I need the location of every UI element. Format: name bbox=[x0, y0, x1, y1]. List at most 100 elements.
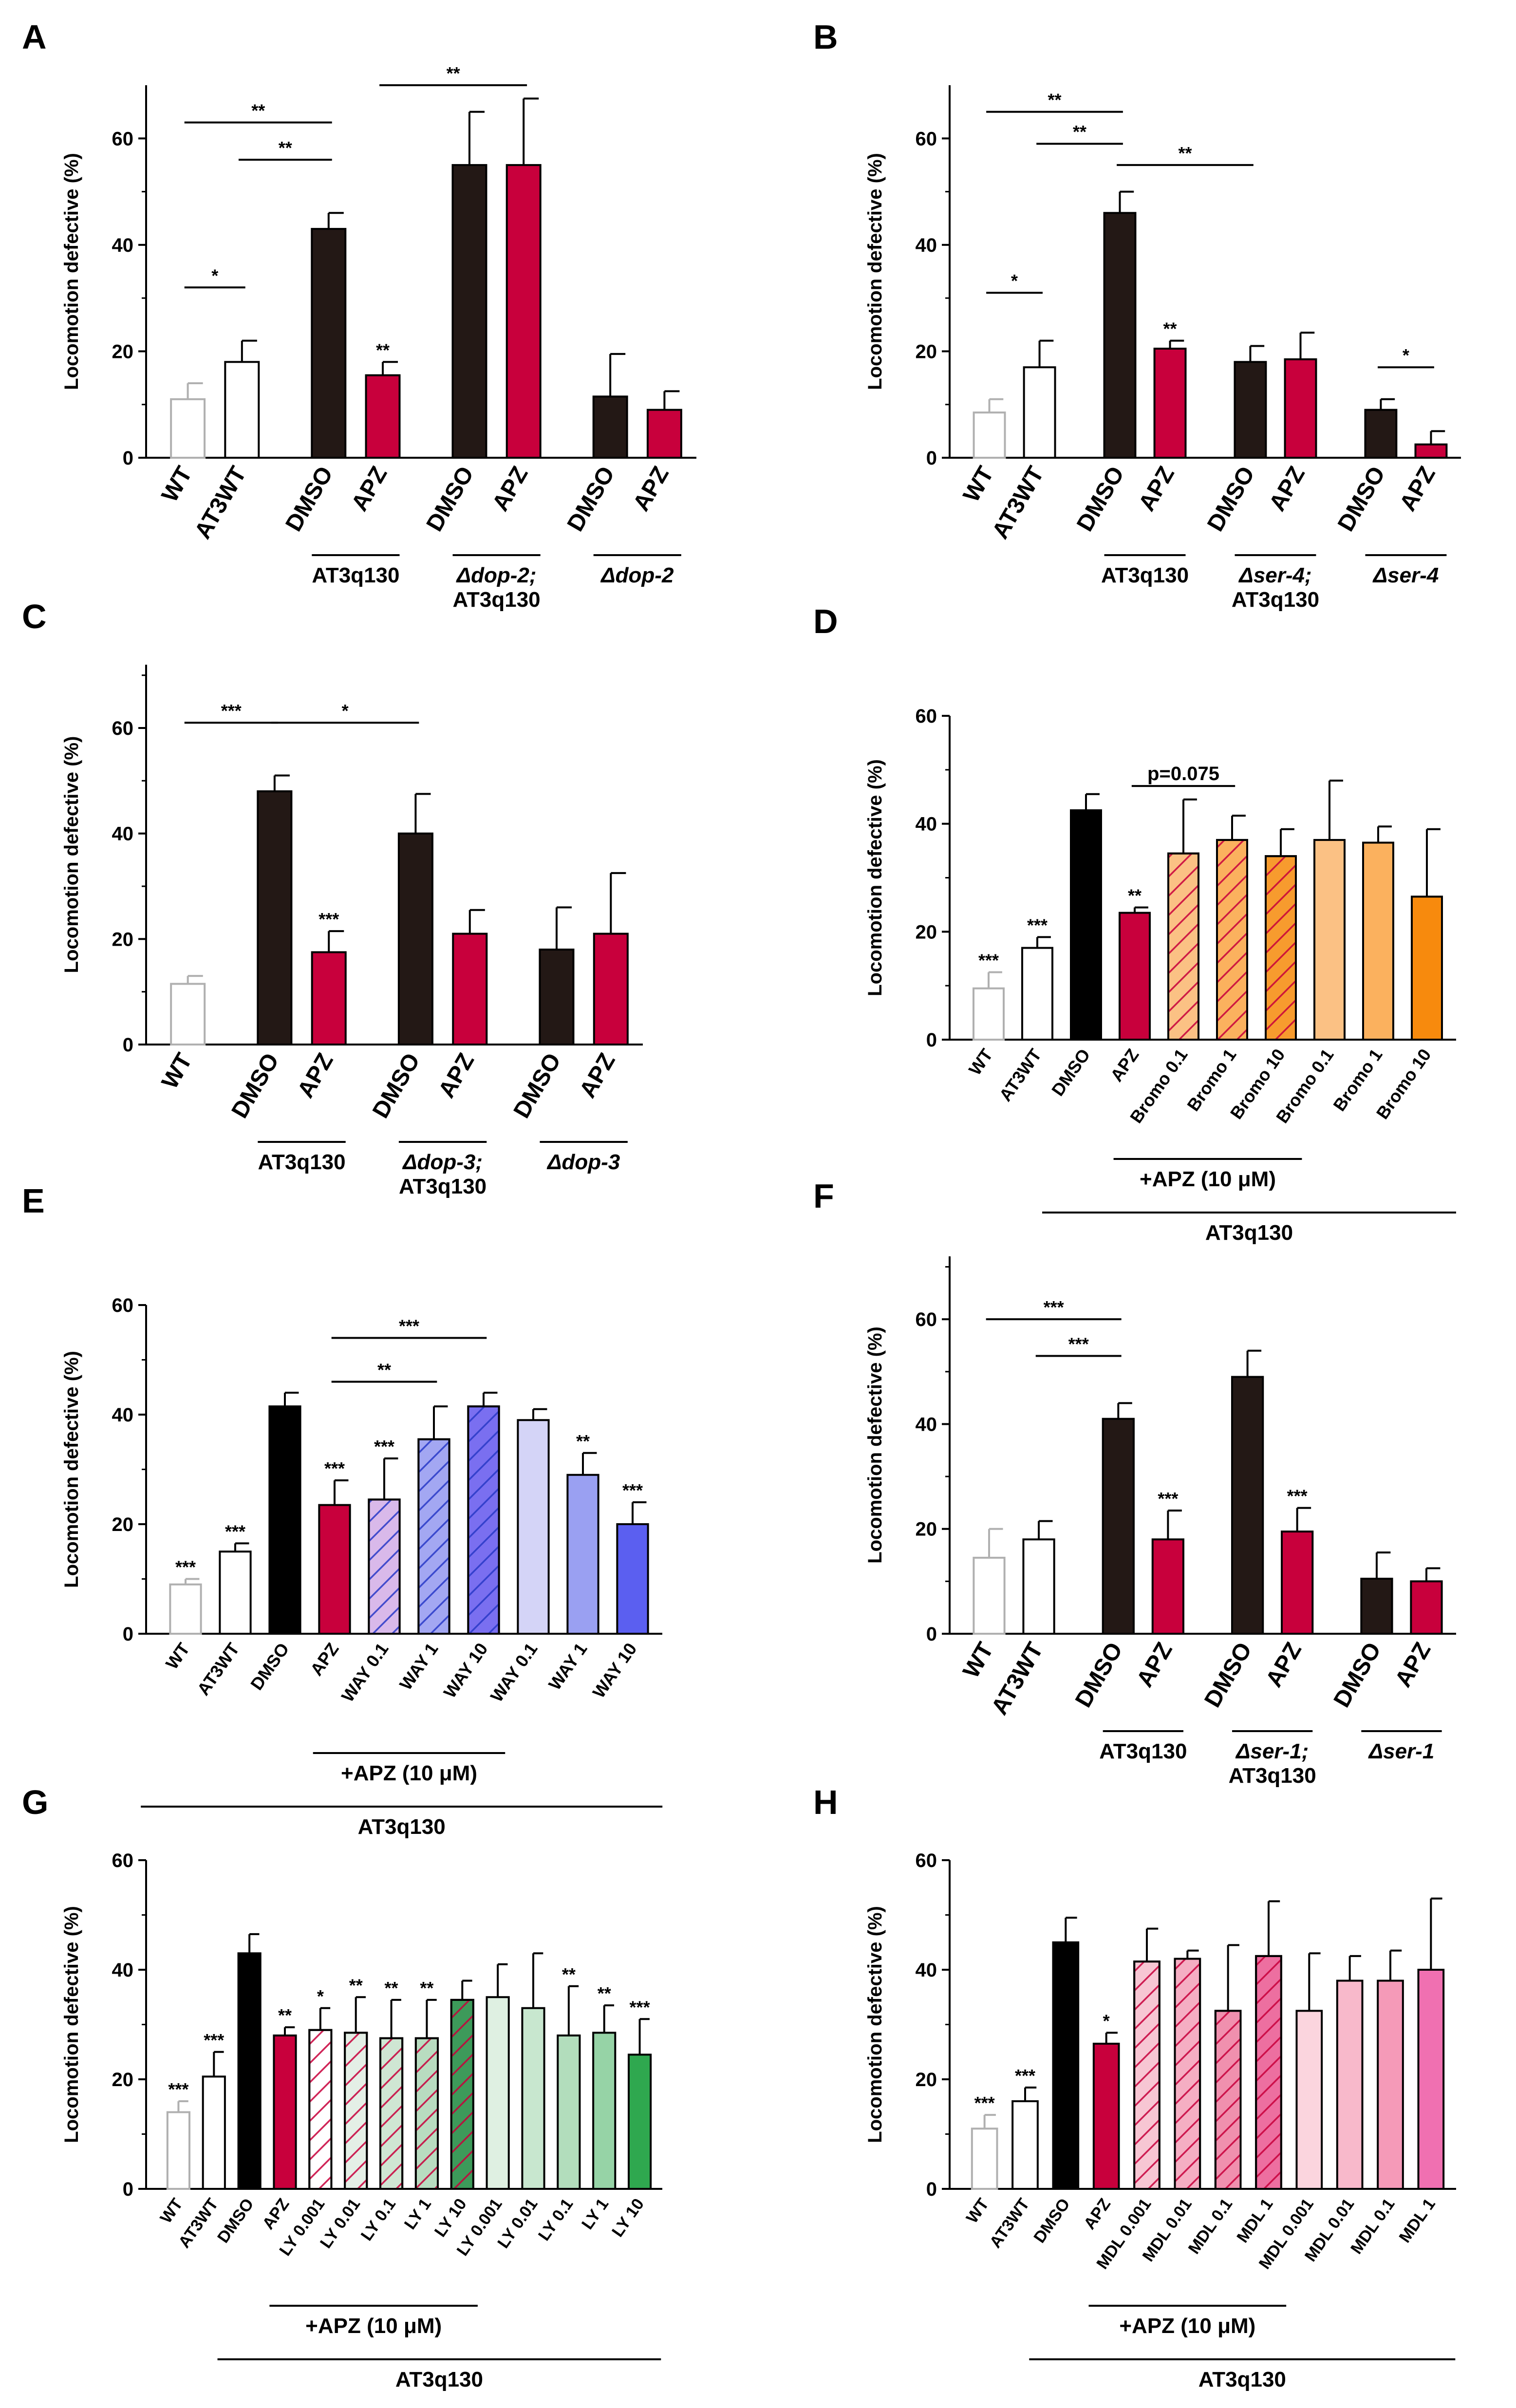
bar bbox=[1070, 809, 1102, 1041]
category-label: WT bbox=[963, 2195, 993, 2227]
bar-hatch bbox=[1174, 1958, 1201, 2190]
y-tick-label: 0 bbox=[926, 448, 937, 469]
category-label: DMSO bbox=[1202, 462, 1260, 536]
bar bbox=[1234, 361, 1267, 459]
bar-significance: *** bbox=[324, 1458, 345, 1478]
group-label: AT3q130 bbox=[1099, 1739, 1187, 1763]
category-label: DMSO bbox=[1329, 1638, 1386, 1712]
group-label: AT3q130 bbox=[1205, 1221, 1293, 1245]
bar bbox=[219, 1550, 252, 1635]
panel-letter: B bbox=[813, 18, 838, 56]
category-label: WT bbox=[157, 462, 197, 506]
bar bbox=[1052, 1941, 1080, 2190]
category-label: DMSO bbox=[1070, 1638, 1128, 1712]
group-label: +APZ (10 μM) bbox=[1140, 1167, 1276, 1191]
category-label: APZ bbox=[1390, 1638, 1436, 1692]
group-label: AT3q130 bbox=[312, 563, 399, 587]
y-tick-label: 40 bbox=[916, 235, 937, 256]
category-label: DMSO bbox=[1333, 462, 1390, 536]
bar-significance: *** bbox=[175, 1557, 196, 1577]
bar bbox=[224, 361, 260, 459]
bar-significance: *** bbox=[1027, 915, 1048, 935]
category-label: DMSO bbox=[1048, 1045, 1094, 1100]
bar bbox=[593, 933, 629, 1045]
group-label: AT3q130 bbox=[258, 1150, 345, 1174]
bar-hatch bbox=[1216, 839, 1248, 1041]
y-tick-label: 40 bbox=[916, 1414, 937, 1435]
bar bbox=[1414, 443, 1448, 459]
bar bbox=[1103, 212, 1137, 459]
comparison-label: p=0.075 bbox=[1147, 763, 1219, 784]
comparison-label: *** bbox=[1068, 1334, 1089, 1354]
bar bbox=[616, 1523, 649, 1635]
category-label: DMSO bbox=[214, 2195, 258, 2246]
category-label: WAY 10 bbox=[588, 1639, 640, 1701]
bar bbox=[1021, 947, 1053, 1041]
y-tick-label: 0 bbox=[926, 2179, 937, 2200]
category-label: AT3WT bbox=[190, 462, 252, 543]
bar bbox=[646, 409, 682, 459]
category-label: APZ bbox=[347, 462, 393, 516]
comparison-label: * bbox=[1403, 345, 1409, 365]
comparison-label: *** bbox=[399, 1316, 419, 1336]
y-tick-label: 0 bbox=[926, 1624, 937, 1645]
bar bbox=[1364, 409, 1398, 459]
bar bbox=[1011, 2100, 1039, 2190]
bar bbox=[365, 374, 401, 459]
bar-significance: *** bbox=[1158, 1489, 1178, 1509]
y-tick-label: 60 bbox=[112, 1295, 134, 1316]
bar bbox=[592, 395, 628, 459]
category-label: MDL 1 bbox=[1396, 2195, 1439, 2246]
y-axis-label: Locomotion defective (%) bbox=[61, 736, 82, 973]
bar bbox=[1410, 1580, 1443, 1635]
bar bbox=[1092, 2042, 1120, 2190]
comparison-label: * bbox=[211, 265, 218, 285]
category-label: DMSO bbox=[246, 1639, 293, 1694]
bar-significance: *** bbox=[1015, 2066, 1035, 2086]
bar-significance: ** bbox=[376, 340, 390, 360]
group-label: Δdop-3; AT3q130 bbox=[399, 1150, 487, 1198]
comparison-label: ** bbox=[1048, 90, 1061, 110]
bar bbox=[166, 2111, 191, 2190]
bar-hatch bbox=[308, 2029, 333, 2190]
bar bbox=[1362, 841, 1394, 1041]
y-tick-label: 20 bbox=[112, 2069, 134, 2091]
bar-hatch bbox=[450, 1998, 474, 2190]
category-label: LY 1 bbox=[578, 2195, 612, 2233]
y-axis-label: Locomotion defective (%) bbox=[61, 1351, 82, 1588]
bar bbox=[557, 2035, 581, 2190]
bar bbox=[311, 951, 347, 1045]
y-tick-label: 0 bbox=[123, 1624, 133, 1645]
bar-significance: *** bbox=[1287, 1486, 1308, 1506]
category-label: APZ bbox=[487, 462, 533, 516]
bar bbox=[1102, 1418, 1135, 1635]
bar bbox=[971, 2128, 998, 2190]
category-label: LY 10 bbox=[608, 2195, 648, 2240]
bar bbox=[1295, 2010, 1323, 2190]
bar bbox=[1023, 366, 1056, 459]
bar-significance: ** bbox=[562, 1964, 576, 1984]
category-label: LY 1 bbox=[401, 2195, 435, 2233]
category-label: WAY 1 bbox=[395, 1639, 442, 1694]
category-label: DMSO bbox=[368, 1049, 425, 1122]
category-label: WT bbox=[965, 1045, 997, 1079]
bar bbox=[169, 1583, 202, 1635]
y-tick-label: 60 bbox=[112, 718, 134, 739]
bar bbox=[1417, 1969, 1445, 2190]
bar bbox=[486, 1996, 510, 2190]
y-tick-label: 0 bbox=[123, 2179, 133, 2200]
category-label: DMSO bbox=[1072, 462, 1129, 536]
y-tick-label: 60 bbox=[112, 1850, 134, 1871]
bar-significance: ** bbox=[598, 1983, 611, 2003]
y-tick-label: 40 bbox=[112, 823, 134, 845]
bar bbox=[318, 1504, 351, 1635]
group-label: +APZ (10 μM) bbox=[305, 2314, 442, 2338]
bar-significance: *** bbox=[318, 909, 339, 929]
category-label: APZ bbox=[306, 1639, 343, 1679]
category-label: APZ bbox=[1106, 1045, 1143, 1085]
